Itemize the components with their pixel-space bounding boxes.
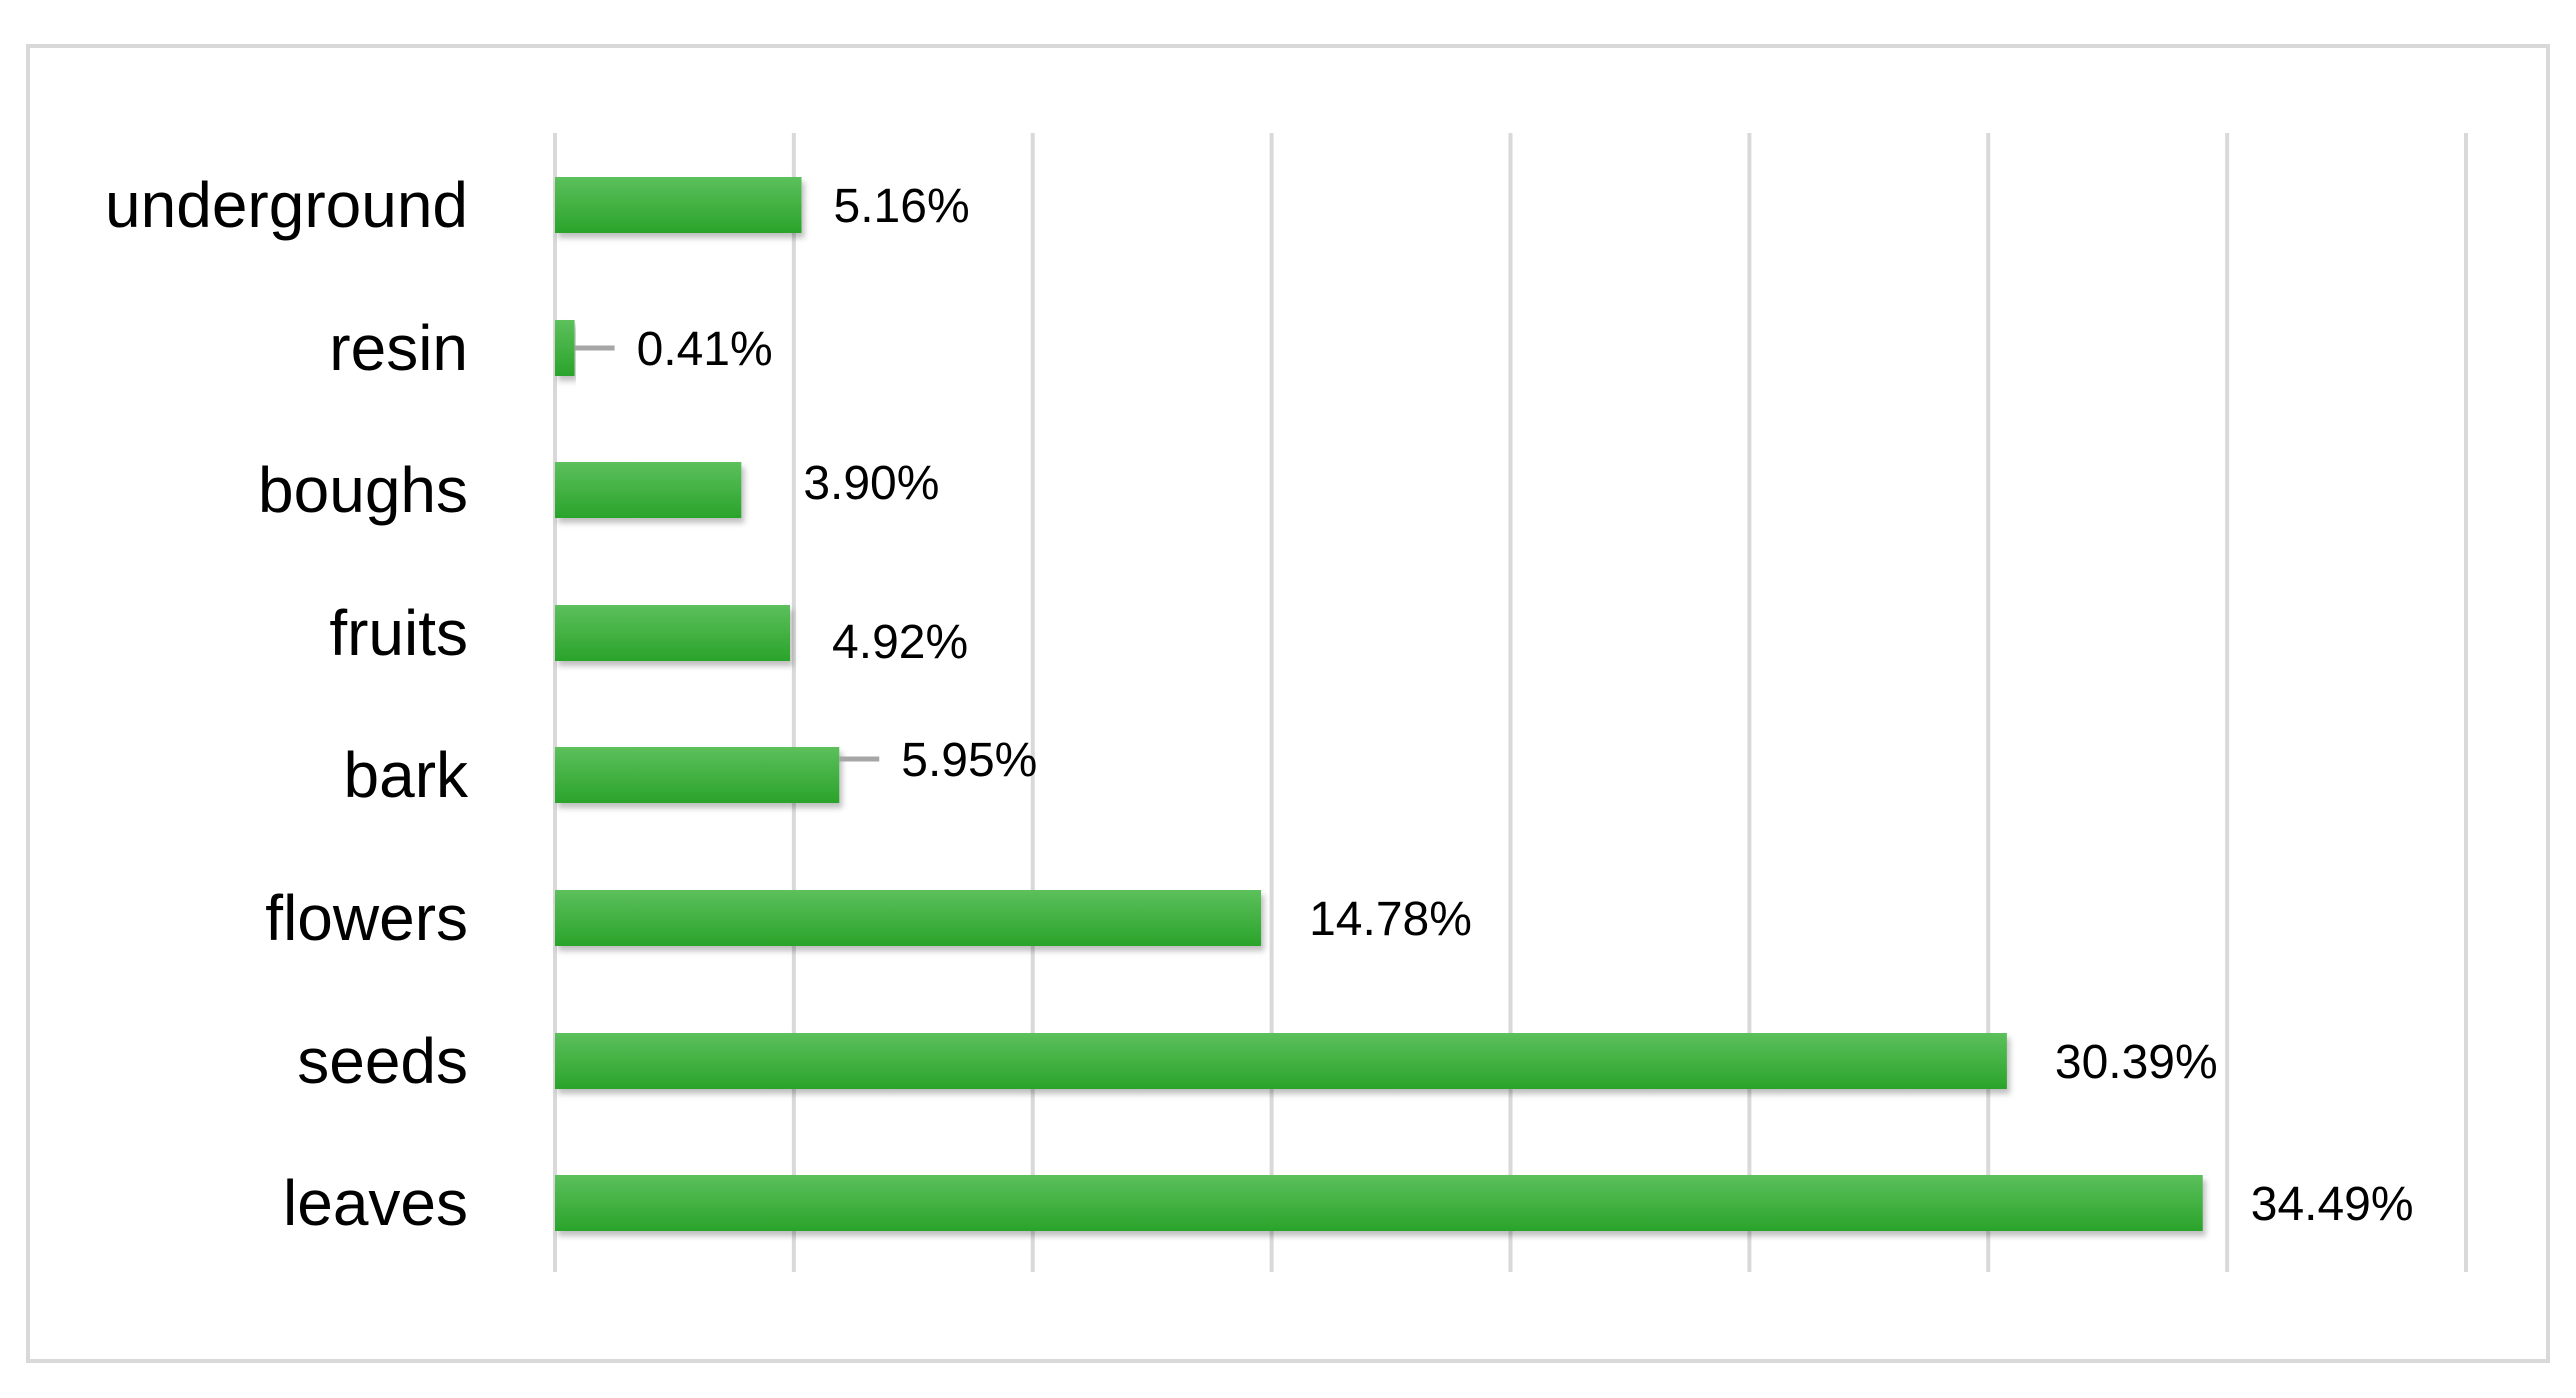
value-label-flowers: 14.78% <box>1309 893 1472 946</box>
bar-fruits <box>555 605 791 661</box>
bar-underground <box>555 177 802 233</box>
value-label-fruits: 4.92% <box>832 616 968 669</box>
bar-flowers <box>555 890 1262 946</box>
gridlines <box>553 133 2468 1272</box>
leader-lines <box>574 345 880 762</box>
category-label-boughs: boughs <box>258 454 468 526</box>
bars <box>555 177 2203 1231</box>
value-label-leaves: 34.49% <box>2251 1178 2414 1231</box>
bar-bark <box>555 747 840 803</box>
value-label-seeds: 30.39% <box>2055 1036 2218 1089</box>
chart-border <box>26 44 2550 1363</box>
value-label-resin: 0.41% <box>637 323 773 376</box>
category-labels: underground resin boughs fruits bark flowers s… <box>105 169 469 1239</box>
category-label-leaves: leaves <box>283 1167 468 1239</box>
bar-boughs <box>555 462 742 518</box>
category-label-fruits: fruits <box>329 597 468 669</box>
value-label-bark: 5.95% <box>901 734 1037 787</box>
bar-leaves <box>555 1175 2203 1231</box>
category-label-underground: underground <box>105 169 468 241</box>
category-label-flowers: flowers <box>265 882 468 954</box>
category-label-seeds: seeds <box>297 1025 468 1097</box>
bar-seeds <box>555 1033 2007 1089</box>
category-label-bark: bark <box>344 739 470 811</box>
value-labels: 5.16% 0.41% 3.90% 4.92% 5.95% 14.78% 30.39% 34.… <box>637 180 2414 1231</box>
bar-resin <box>555 320 575 376</box>
value-label-underground: 5.16% <box>834 180 970 233</box>
category-label-resin: resin <box>329 312 468 384</box>
value-label-boughs: 3.90% <box>803 457 939 510</box>
